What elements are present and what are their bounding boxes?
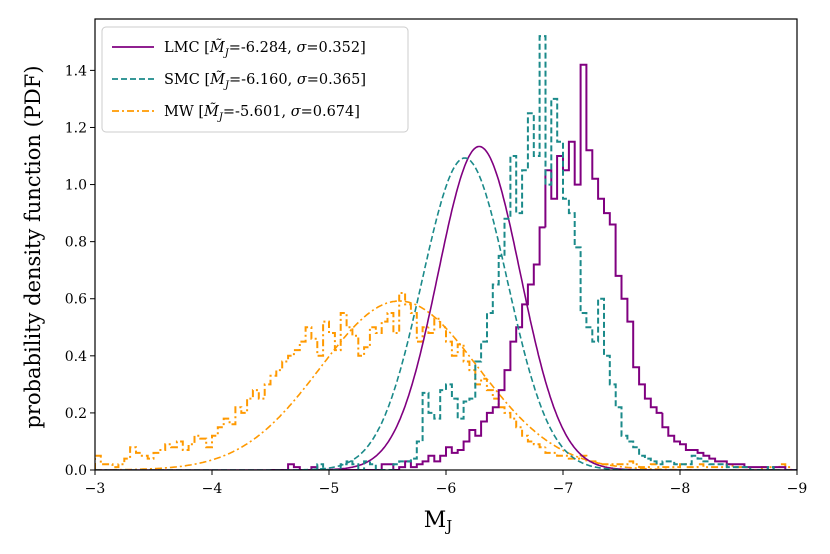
lmc-legend-label: LMC [M̃J=-6.284, σ=0.352] [164, 38, 366, 59]
mw-histogram [95, 292, 797, 470]
y-tick-label: 1.2 [65, 120, 87, 136]
lmc-legend-part-1: M̃ [209, 38, 226, 56]
y-tick-label: 1.4 [65, 63, 87, 79]
y-tick-label: 0.6 [65, 292, 87, 308]
mw-legend-part-5: =0.674] [301, 104, 360, 120]
x-tick-label: −5 [319, 481, 340, 497]
mw-legend-part-4: σ [291, 104, 302, 120]
lmc-legend-part-0: LMC [ [164, 40, 210, 56]
mw-legend-part-3: =-5.601, [223, 104, 291, 120]
lmc-legend-part-2: J [223, 48, 230, 59]
lmc-legend-part-3: =-6.284, [229, 40, 297, 56]
mw-legend-part-2: J [217, 112, 224, 123]
y-tick-label: 0.2 [65, 406, 87, 422]
legend: LMC [M̃J=-6.284, σ=0.352]SMC [M̃J=-6.160… [101, 26, 409, 133]
y-tick-label: 0.8 [65, 235, 87, 251]
mw-legend-label: MW [M̃J=-5.601, σ=0.674] [164, 102, 360, 123]
lmc-histogram [270, 63, 797, 470]
y-axis-label: probability density function (PDF) [21, 65, 45, 428]
axes: −3 −4 −5 −6 −7 −8 −9 0.0 0.2 0.4 0.6 0.8 1.0 1.2 1.4 [65, 18, 808, 497]
smc-legend-part-4: σ [297, 72, 308, 88]
mw-legend-part-0: MW [ [164, 104, 204, 120]
x-tick-label: −7 [553, 481, 574, 497]
lmc-legend-part-5: =0.352] [306, 40, 365, 56]
smc-legend-part-3: =-6.160, [229, 72, 297, 88]
smc-histogram [316, 35, 780, 470]
y-tick-label: 1.0 [65, 178, 87, 194]
y-tick-label: 0.0 [65, 463, 87, 479]
x-tick-label: −3 [85, 481, 106, 497]
x-axis-label-subscript: J [444, 517, 452, 535]
plot-area [95, 35, 797, 470]
lmc-legend-part-4: σ [297, 40, 308, 56]
x-tick-label: −9 [787, 481, 808, 497]
mw-legend-part-1: M̃ [203, 102, 220, 120]
legend-box [101, 26, 409, 133]
smc-legend-label: SMC [M̃J=-6.160, σ=0.365] [164, 70, 366, 91]
smc-legend-part-0: SMC [ [164, 72, 210, 88]
y-tick-label: 0.4 [65, 349, 87, 365]
smc-legend-part-1: M̃ [209, 70, 226, 88]
x-tick-label: −4 [202, 481, 223, 497]
smc-legend-part-5: =0.365] [307, 72, 366, 88]
smc-gaussian-fit [95, 157, 797, 470]
lmc-gaussian-fit [95, 145, 797, 470]
x-axis-label-main: M [424, 508, 447, 533]
x-tick-label: −6 [436, 481, 457, 497]
x-tick-label: −8 [670, 481, 691, 497]
smc-legend-part-2: J [223, 80, 230, 91]
x-axis-label: MJ [424, 508, 453, 535]
